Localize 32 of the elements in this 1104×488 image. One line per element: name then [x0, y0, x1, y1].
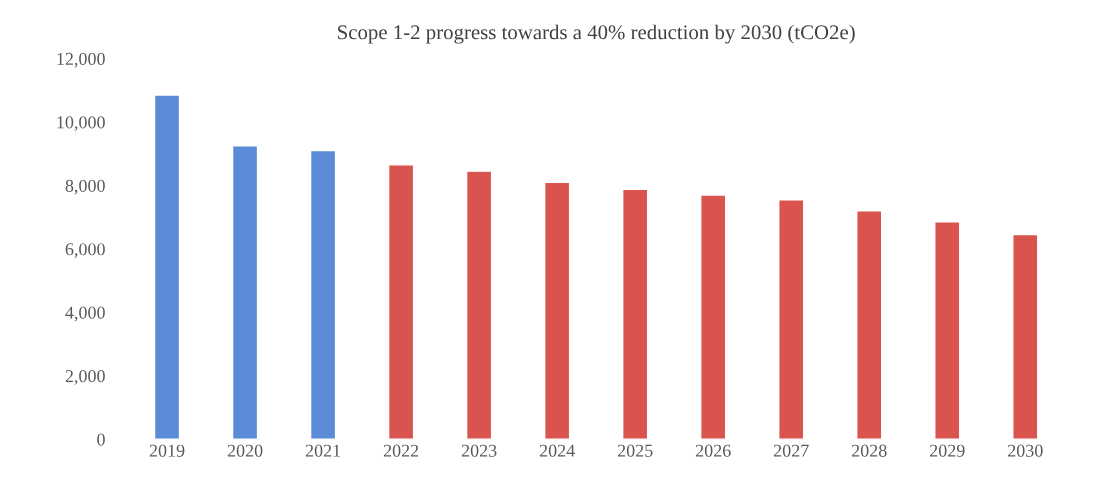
x-tick-label: 2020 — [227, 444, 263, 457]
x-tick-label: 2030 — [1008, 444, 1043, 457]
bar — [153, 94, 181, 440]
x-tick-label: 2028 — [851, 444, 887, 457]
bar — [309, 149, 337, 440]
x-tick-label: 2023 — [461, 444, 497, 457]
bar — [387, 164, 415, 440]
bar — [543, 181, 571, 440]
bar — [934, 221, 961, 440]
y-tick-label: 6,000 — [65, 243, 105, 258]
bar — [1012, 233, 1039, 440]
chart-title: Scope 1-2 progress towards a 40% reduction by 2030 (tCO2e) — [338, 24, 855, 44]
x-tick-label: 2019 — [149, 444, 185, 457]
x-tick-label: 2029 — [929, 444, 965, 457]
bar — [856, 210, 883, 440]
bar — [700, 194, 727, 440]
y-tick-label: 10,000 — [57, 116, 105, 132]
y-tick-label: 2,000 — [65, 370, 105, 385]
x-tick-label: 2022 — [383, 444, 419, 457]
bar — [621, 188, 649, 440]
x-tick-label: 2024 — [539, 444, 575, 457]
bar — [465, 170, 493, 440]
x-tick-label: 2026 — [695, 444, 731, 457]
bar — [778, 199, 805, 440]
y-tick-label: 0 — [97, 433, 105, 446]
y-tick-label: 12,000 — [57, 52, 105, 68]
y-tick-label: 4,000 — [65, 306, 105, 322]
x-tick-label: 2025 — [617, 444, 653, 457]
bar — [231, 145, 259, 440]
x-tick-label: 2021 — [305, 444, 341, 457]
y-tick-label: 8,000 — [65, 179, 105, 195]
x-tick-label: 2027 — [773, 444, 809, 457]
